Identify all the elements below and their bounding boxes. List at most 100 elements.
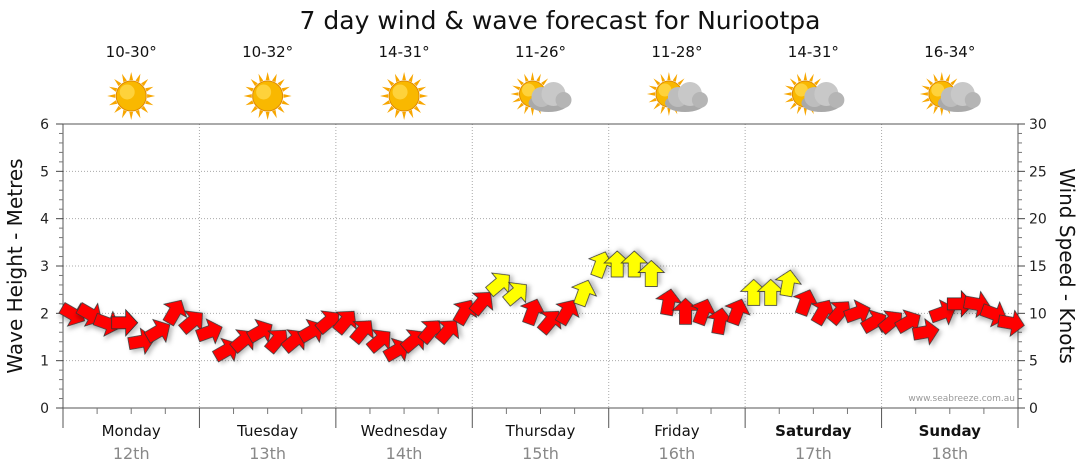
left-tick-label: 2 bbox=[40, 306, 49, 322]
wind-arrow bbox=[570, 279, 598, 308]
wind-arrow bbox=[620, 250, 649, 278]
sun-ray bbox=[141, 105, 149, 113]
day-name-label: Friday bbox=[654, 422, 700, 440]
left-axis-ticks: 0 1 2 3 4 5 6 bbox=[40, 117, 63, 417]
sun-ray bbox=[245, 86, 254, 92]
sun-ray bbox=[933, 73, 938, 82]
sun-rays bbox=[107, 72, 156, 120]
partly-cloudy-icon bbox=[510, 72, 572, 116]
sun-ray bbox=[258, 109, 264, 119]
sun-ray bbox=[919, 92, 928, 96]
sun-ray bbox=[809, 73, 814, 82]
x-axis: Monday 12th Tuesday 13th Wednesday 14th Thursd… bbox=[62, 408, 1019, 463]
left-tick-label: 0 bbox=[40, 401, 49, 417]
sun-ray bbox=[646, 92, 655, 96]
sun-ray bbox=[250, 79, 258, 87]
cloud-shape bbox=[937, 82, 981, 112]
sun-ray bbox=[408, 109, 414, 119]
sun-ray bbox=[660, 106, 666, 115]
sun-ray bbox=[147, 94, 156, 98]
sun-ray bbox=[785, 85, 794, 91]
sun-ray bbox=[660, 73, 666, 82]
sun-ray bbox=[524, 106, 529, 115]
sun-ray bbox=[380, 94, 389, 98]
sun-highlight bbox=[392, 84, 408, 100]
sun-ray bbox=[109, 100, 118, 106]
wind-arrow bbox=[756, 278, 785, 306]
sun-ray bbox=[145, 100, 154, 106]
left-tick-label: 5 bbox=[40, 164, 49, 180]
weather-forecast-row: 10-30° 10-32° 14-31° 11-26° 11-28° 14-31° 16-3… bbox=[106, 43, 981, 120]
temperature-range: 16-34° bbox=[924, 43, 975, 61]
sun-ray bbox=[796, 106, 802, 115]
sun-ray bbox=[510, 92, 519, 96]
sun-ray bbox=[141, 79, 149, 87]
sun-ray bbox=[783, 92, 792, 96]
sun-ray bbox=[516, 78, 524, 86]
right-axis-ticks: 0 5 10 15 20 25 30 bbox=[1018, 117, 1047, 417]
day-date-label: 13th bbox=[249, 444, 286, 463]
sun-ray bbox=[536, 73, 541, 82]
sun-ray bbox=[135, 109, 141, 119]
wind-arrow bbox=[997, 309, 1025, 338]
sun-ray bbox=[265, 72, 270, 81]
wind-arrow bbox=[468, 291, 494, 317]
wind-arrow bbox=[739, 278, 768, 306]
sun-ray bbox=[413, 105, 421, 113]
sun-highlight bbox=[119, 84, 135, 100]
sun-ray bbox=[926, 102, 934, 110]
sun-highlight bbox=[522, 83, 535, 97]
sun-ray bbox=[945, 73, 951, 82]
wind-arrow bbox=[603, 250, 632, 278]
sun-ray bbox=[785, 97, 794, 103]
day-name-label: Thursday bbox=[505, 422, 576, 440]
day-date-label: 18th bbox=[931, 444, 968, 463]
sun-ray bbox=[122, 73, 127, 83]
cloud-shape bbox=[801, 82, 845, 112]
grid-lines bbox=[63, 124, 1018, 408]
sun-ray bbox=[402, 111, 406, 120]
wind-arrow bbox=[894, 309, 921, 335]
sun-ray bbox=[277, 79, 285, 87]
sun-ray bbox=[541, 78, 549, 86]
day-name-label: Sunday bbox=[919, 422, 982, 440]
sun-ray bbox=[114, 79, 122, 87]
cloud-shape bbox=[528, 82, 572, 112]
sun-ray bbox=[114, 105, 122, 113]
wind-arrow bbox=[111, 308, 139, 337]
wind-arrow bbox=[671, 297, 700, 325]
sun-ray bbox=[814, 78, 821, 86]
temperature-range: 11-26° bbox=[515, 43, 566, 61]
wind-arrow bbox=[162, 299, 188, 327]
sun-ray bbox=[272, 73, 277, 83]
sun-ray bbox=[394, 109, 400, 119]
partly-cloudy-icon bbox=[919, 72, 981, 116]
left-tick-label: 1 bbox=[40, 354, 49, 370]
left-axis-title: Wave Height - Metres bbox=[3, 158, 27, 373]
temperature-range: 14-31° bbox=[788, 43, 839, 61]
day-date-label: 14th bbox=[386, 444, 423, 463]
sunny-icon bbox=[107, 72, 156, 120]
day-date-label: 12th bbox=[113, 444, 150, 463]
wind-arrow bbox=[246, 318, 273, 344]
wind-arrow bbox=[365, 329, 391, 354]
sun-ray bbox=[413, 79, 421, 87]
sun-ray bbox=[243, 94, 252, 98]
sun-ray bbox=[940, 72, 944, 81]
sun-ray bbox=[789, 78, 797, 86]
sun-ray bbox=[418, 100, 427, 106]
sun-ray bbox=[933, 106, 938, 115]
sun-ray bbox=[418, 86, 427, 92]
day-date-label: 16th bbox=[659, 444, 696, 463]
wind-arrow bbox=[724, 298, 751, 327]
wind-arrow bbox=[637, 259, 666, 287]
cloud-shape bbox=[664, 82, 708, 112]
wind-arrows bbox=[58, 250, 1025, 363]
sun-ray bbox=[530, 72, 535, 81]
right-axis-title: Wind Speed - Knots bbox=[1055, 168, 1079, 364]
wind-arrow bbox=[655, 288, 683, 317]
sun-ray bbox=[250, 105, 258, 113]
wind-arrow bbox=[690, 298, 717, 327]
wind-arrow bbox=[58, 302, 85, 327]
